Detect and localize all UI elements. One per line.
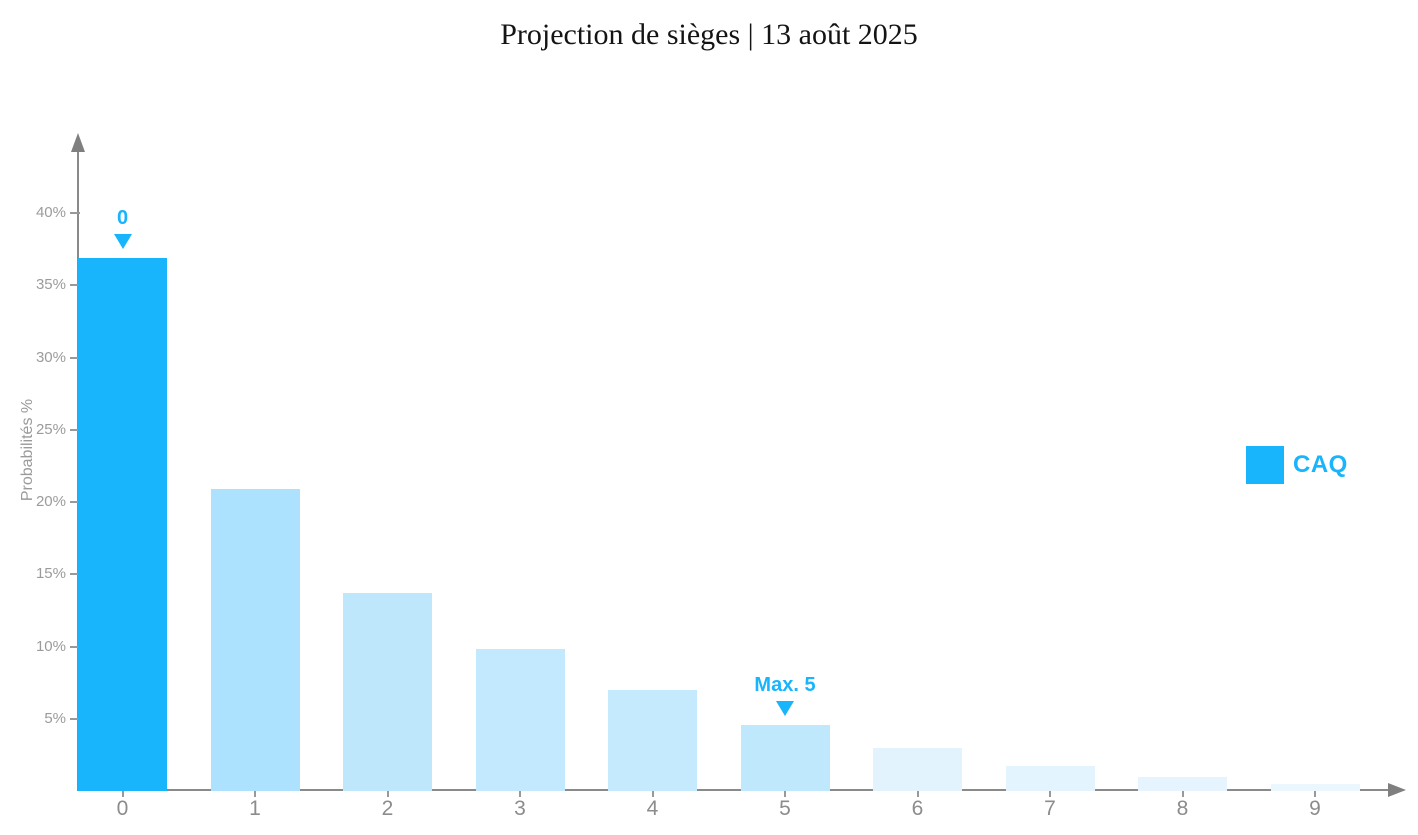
x-tick: [254, 791, 256, 797]
x-tick-label: 2: [381, 797, 394, 820]
bar-5: [740, 725, 830, 791]
x-tick: [1314, 791, 1316, 797]
bar-8: [1138, 777, 1227, 791]
x-tick: [1181, 791, 1184, 797]
bar-annotation-text: 0: [116, 206, 129, 229]
x-tick-label: 9: [1309, 797, 1321, 820]
x-axis-arrow-icon: [1388, 783, 1406, 797]
bar-6: [873, 748, 962, 791]
x-tick: [916, 791, 919, 797]
x-tick-label: 6: [911, 797, 924, 820]
y-axis-title: Probabilités %: [19, 398, 36, 502]
x-tick: [784, 791, 786, 797]
bar-4: [608, 690, 697, 791]
y-axis-arrow-icon: [71, 133, 85, 152]
y-tick: [70, 356, 80, 359]
x-tick: [121, 791, 124, 797]
x-tick-label: 1: [249, 797, 261, 820]
y-tick: [70, 284, 80, 287]
bar-annotation-text: Max. 5: [754, 673, 816, 696]
y-tick-label: 5%: [44, 709, 66, 727]
x-tick-label: 0: [116, 797, 129, 820]
y-tick: [70, 428, 80, 431]
x-axis: [77, 789, 1388, 791]
bar-3: [475, 649, 565, 791]
y-tick-label: 15%: [35, 565, 66, 583]
bar-2: [343, 593, 432, 791]
y-tick: [70, 212, 80, 214]
legend: CAQ: [1246, 446, 1348, 484]
chart-title: Projection de sièges | 13 août 2025: [500, 18, 918, 51]
y-tick: [70, 573, 80, 576]
legend-label-caq: CAQ: [1293, 451, 1348, 478]
y-tick-label: 25%: [35, 420, 66, 438]
x-tick-label: 4: [646, 797, 659, 820]
bar-9: [1270, 784, 1360, 791]
y-tick: [70, 717, 80, 720]
x-tick: [651, 791, 654, 797]
bar-7: [1005, 766, 1095, 791]
y-tick-label: 35%: [35, 276, 66, 294]
annotation-arrow-down-icon: [113, 233, 132, 249]
x-tick: [519, 791, 521, 797]
y-tick: [70, 501, 80, 503]
x-tick-label: 8: [1176, 797, 1189, 820]
x-tick: [386, 791, 389, 797]
legend-swatch-caq: [1246, 446, 1284, 484]
annotation-arrow-down-icon: [776, 700, 794, 716]
y-tick-label: 10%: [35, 637, 66, 655]
y-tick-label: 40%: [35, 204, 66, 221]
bar-0: [78, 258, 167, 791]
x-tick: [1049, 791, 1051, 797]
y-tick-label: 30%: [35, 348, 66, 366]
y-tick-label: 20%: [35, 493, 66, 510]
y-tick: [70, 645, 80, 648]
bar-1: [210, 489, 300, 791]
x-tick-label: 7: [1044, 797, 1056, 820]
x-tick-label: 5: [779, 797, 791, 820]
x-tick-label: 3: [514, 797, 526, 820]
